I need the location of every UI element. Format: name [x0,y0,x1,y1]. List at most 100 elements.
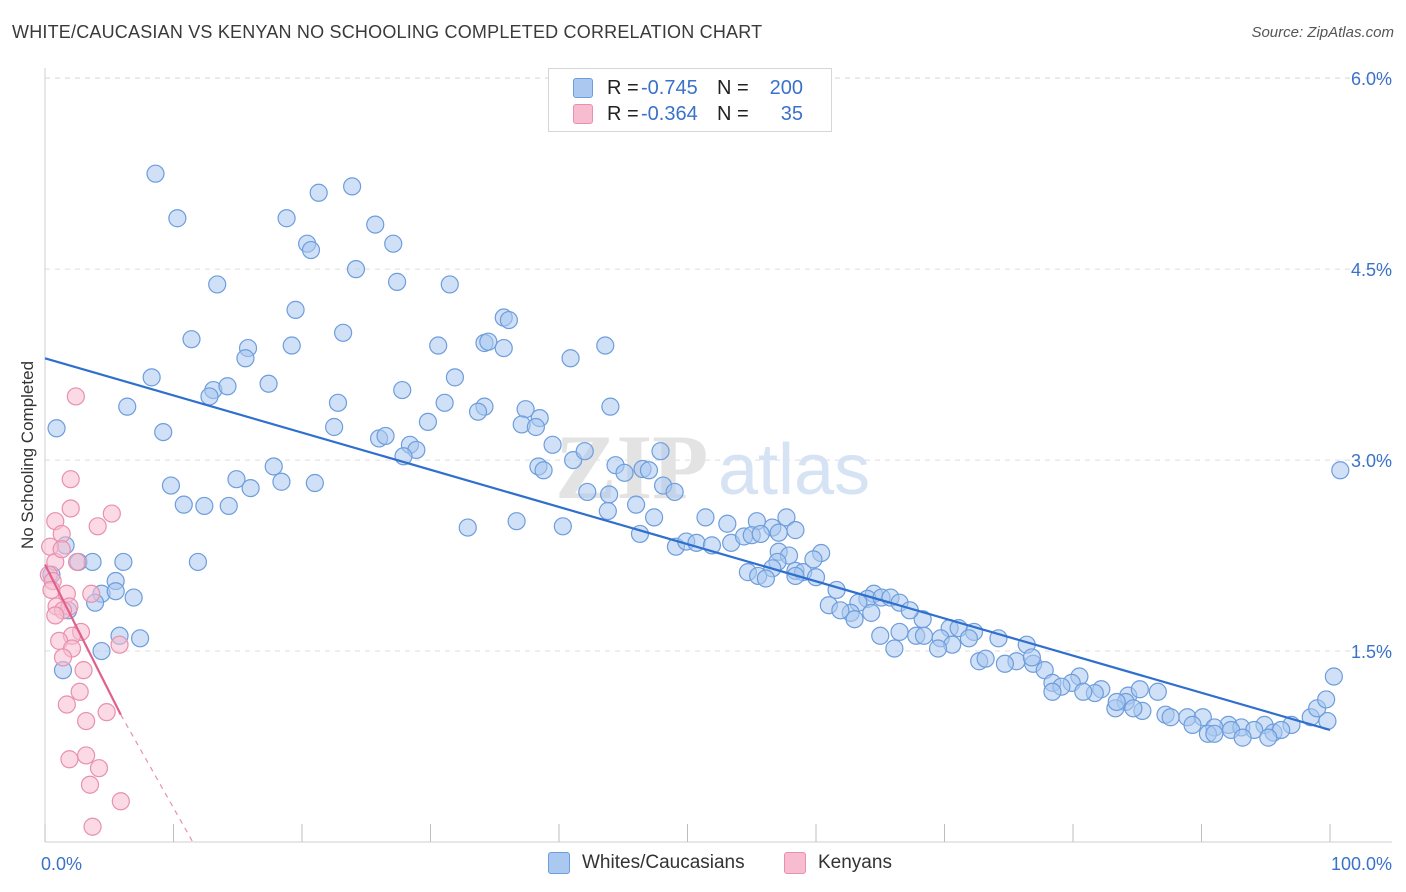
y-axis-label: No Schooling Completed [18,361,37,549]
point-whites [161,476,181,495]
point-whites [914,626,934,645]
trend-lines [44,357,1331,843]
legend-n-label: N = [717,76,749,99]
point-whites [1317,690,1336,709]
point-kenyans [97,703,116,722]
point-whites [494,338,513,358]
point-whites [130,629,150,648]
y-tick-label: 4.5% [1351,260,1392,280]
point-whites [575,442,594,461]
point-whites [718,514,737,533]
legend-n-value: 200 [769,76,803,99]
point-kenyans [82,584,101,603]
point-whites [418,412,438,432]
point-whites [168,209,187,228]
legend: R = -0.745 N = 200 R = -0.364 N = 35 [548,68,832,132]
point-whites [644,508,664,527]
bottom-legend-whites: Whites/Caucasians [548,852,745,874]
point-whites [241,479,260,498]
legend-r-value: -0.745 [641,76,698,99]
point-whites [871,626,890,645]
point-whites [1161,708,1180,727]
point-whites [989,629,1008,648]
watermark-atlas: atlas [718,430,870,510]
point-whites [154,422,173,442]
point-whites [195,496,214,516]
trend-line-kenyans [44,563,122,716]
point-whites [598,501,617,521]
point-whites [1148,682,1167,701]
point-whites [188,552,208,572]
point-whites [543,435,562,454]
point-whites [208,275,227,294]
point-whites [124,588,143,607]
point-whites [1043,682,1062,701]
point-kenyans [52,540,71,559]
legend-r-label: R = [607,102,639,125]
point-whites [507,512,526,531]
point-whites [526,417,545,437]
point-whites [995,654,1014,673]
point-whites [596,336,615,355]
tick-labels: 1.5% 3.0% 4.5% 6.0% 0.0% 100.0% [41,69,1392,874]
point-whites [561,349,580,368]
point-whites [696,508,715,527]
legend-r-value: -0.364 [641,102,698,125]
point-whites [142,368,161,387]
point-kenyans [57,695,76,714]
point-whites [219,496,238,516]
point-whites [106,582,125,601]
point-whites [1259,728,1278,747]
bottom-legend-swatch-kenyans [784,852,806,874]
point-kenyans [61,470,80,489]
point-whites [845,610,864,629]
point-whites [1074,682,1093,701]
point-whites [200,387,219,406]
point-kenyans [70,682,89,701]
point-kenyans [80,775,100,794]
point-whites [1331,461,1350,480]
point-whites [301,240,321,260]
point-whites [384,234,403,253]
point-whites [458,518,477,537]
point-whites [236,349,255,368]
y-tick-label: 1.5% [1351,642,1392,662]
point-whites [182,330,201,349]
point-whites [600,485,619,504]
legend-row-kenyans: R = -0.364 N = 35 [573,101,803,127]
point-whites [1205,724,1224,743]
point-whites [1324,667,1343,686]
point-whites [626,495,646,514]
point-whites [309,183,328,202]
bottom-legend-label-kenyans: Kenyans [818,852,892,873]
point-whites [639,461,659,480]
point-whites [553,517,572,536]
point-whites [615,463,634,482]
point-whites [777,508,796,527]
point-kenyans [68,552,87,572]
point-whites [343,177,362,196]
source-label: Source: ZipAtlas.com [1251,24,1394,41]
bottom-legend-label-whites: Whites/Caucasians [582,852,745,873]
point-whites [277,209,296,228]
legend-row-whites: R = -0.745 N = 200 [573,75,803,101]
point-whites [47,419,66,438]
legend-n-value: 35 [780,102,803,125]
point-kenyans [102,504,121,523]
point-whites [1233,728,1252,747]
point-kenyans [46,606,65,625]
point-whites [146,164,165,183]
point-whites [601,397,620,416]
point-whites [227,470,246,489]
point-whites [534,461,553,480]
point-whites [328,393,348,412]
point-whites [259,374,278,393]
trend-line-kenyans-extension [120,714,194,843]
y-tick-label: 3.0% [1351,451,1392,471]
point-whites [218,377,237,396]
point-kenyans [77,746,96,765]
point-whites [651,442,670,461]
point-whites [786,521,805,540]
point-kenyans [111,792,130,811]
point-whites [435,393,454,412]
